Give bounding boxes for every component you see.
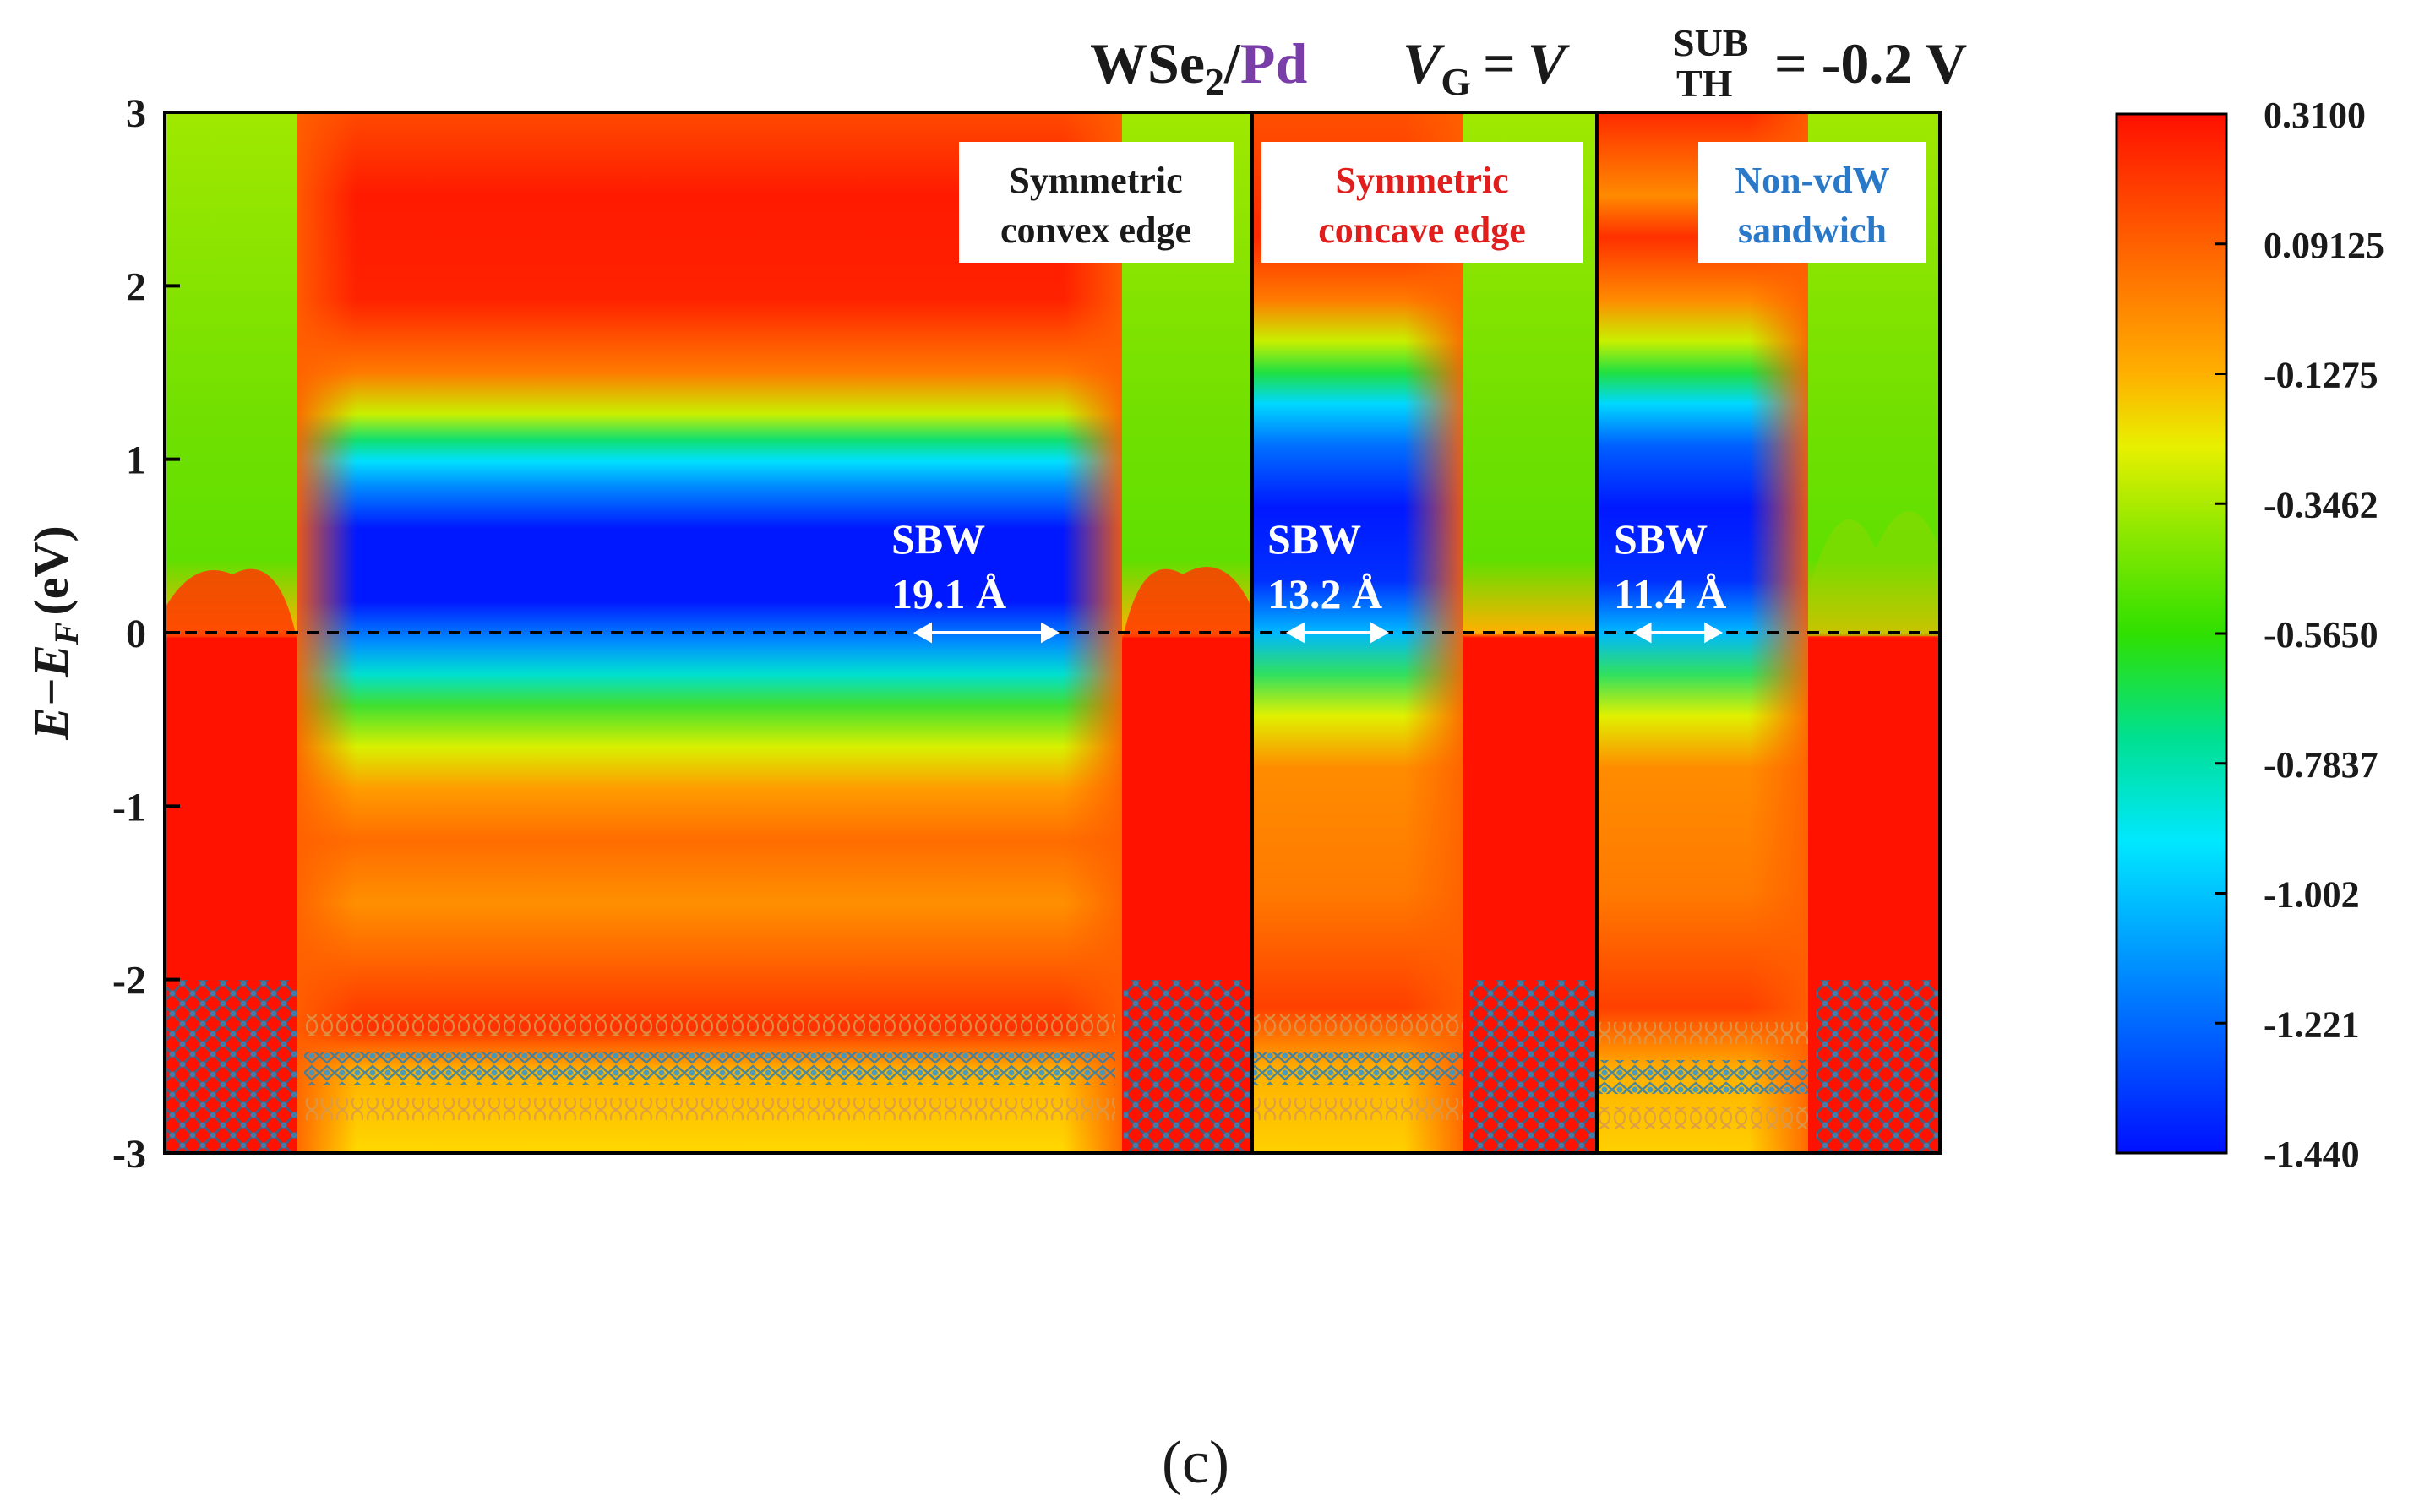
panel-2-label-box (1261, 142, 1583, 263)
y-tick-label: -1 (112, 785, 146, 829)
panel-3-sbw-value: 11.4 Å (1614, 570, 1726, 617)
panel-2-sbw-arrow (1285, 622, 1390, 644)
panel-3-label-box (1698, 142, 1926, 263)
panel-2-label-line2: concave edge (1318, 209, 1526, 251)
colorbar-tick-label: -0.1275 (2264, 355, 2378, 396)
panel-1-sbw-label: SBW (891, 515, 985, 563)
panel-3-label-line2: sandwich (1738, 209, 1887, 251)
title-gate-voltage: VG = V (1403, 31, 1570, 103)
title-vth-value: = -0.2 V (1774, 31, 1967, 95)
panel-3-sbw-label: SBW (1614, 515, 1708, 563)
colorbar-tick-label: -1.221 (2264, 1003, 2360, 1045)
panel-3-sbw-arrow (1632, 622, 1724, 644)
figure-title: WSe2/Pd VG = V SUB TH = -0.2 V (1090, 21, 1967, 105)
colorbar-tick-label: -0.5650 (2264, 614, 2378, 655)
title-vth-sup: SUB (1673, 21, 1748, 64)
panel-2-sbw-label: SBW (1267, 515, 1361, 563)
panel-3-label-line1: Non-vdW (1735, 160, 1889, 201)
y-tick-label: 0 (126, 612, 146, 656)
y-axis: 3 2 1 0 -1 -2 -3 (112, 91, 180, 1177)
title-material: WSe2/Pd (1090, 31, 1307, 103)
y-tick-label: 2 (126, 264, 146, 309)
panel-1-label-box (959, 142, 1234, 263)
y-tick-label: 1 (126, 438, 146, 483)
y-axis-label: E−EF(eV) (24, 525, 85, 740)
panel-1-label-line2: convex edge (1000, 209, 1191, 251)
title-vth-sub: TH (1676, 62, 1733, 105)
colorbar-tick-label: -1.002 (2264, 874, 2360, 916)
panel-2-label-line1: Symmetric (1335, 160, 1508, 201)
y-tick-label: -3 (112, 1132, 146, 1177)
y-tick-label: 3 (126, 91, 146, 136)
atomic-structure-overlay (165, 980, 1940, 1153)
colorbar-tick-label: -1.440 (2264, 1134, 2360, 1175)
colorbar-tick-label: -0.3462 (2264, 484, 2378, 525)
panel-1-sbw-arrow (913, 622, 1060, 644)
y-tick-label: -2 (112, 959, 146, 1003)
colorbar: 0.3100 0.09125 -0.1275 -0.3462 -0.5650 -0.783… (2115, 95, 2384, 1175)
panel-2-sbw-value: 13.2 Å (1267, 570, 1382, 617)
colorbar-tick-label: 0.3100 (2264, 95, 2366, 136)
colorbar-tick-label: -0.7837 (2264, 744, 2378, 786)
figure-caption: (c) (1162, 1428, 1229, 1496)
colorbar-gradient (2115, 112, 2228, 1155)
panel-1-sbw-value: 19.1 Å (891, 570, 1006, 617)
colorbar-tick-label: 0.09125 (2264, 225, 2384, 266)
panel-1-label-line1: Symmetric (1009, 160, 1182, 201)
